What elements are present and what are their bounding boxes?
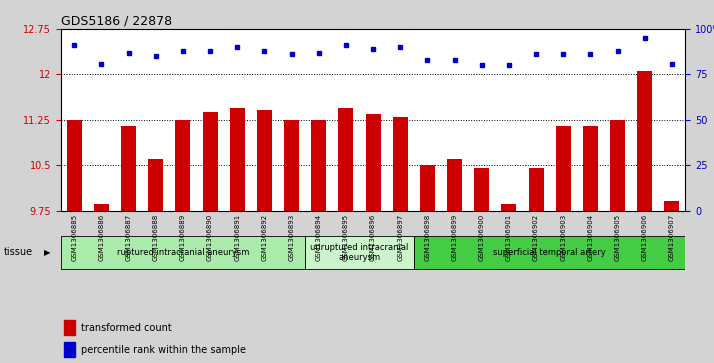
Text: GSM1306903: GSM1306903 xyxy=(560,214,566,261)
Text: GSM1306902: GSM1306902 xyxy=(533,214,539,261)
Bar xyxy=(501,204,516,363)
Text: GSM1306890: GSM1306890 xyxy=(207,214,213,261)
Bar xyxy=(338,108,353,363)
Text: superficial temporal artery: superficial temporal artery xyxy=(493,248,606,257)
Text: GSM1306893: GSM1306893 xyxy=(288,214,295,261)
Bar xyxy=(149,159,164,363)
Bar xyxy=(610,120,625,363)
Text: GSM1306891: GSM1306891 xyxy=(234,214,240,261)
Bar xyxy=(94,204,109,363)
Bar xyxy=(121,126,136,363)
Bar xyxy=(555,126,570,363)
Bar xyxy=(528,168,543,363)
Text: GSM1306896: GSM1306896 xyxy=(370,214,376,261)
Bar xyxy=(203,112,218,363)
Bar xyxy=(257,110,272,363)
Bar xyxy=(305,236,414,269)
Bar xyxy=(420,165,435,363)
Text: GDS5186 / 22878: GDS5186 / 22878 xyxy=(61,15,172,28)
Bar xyxy=(583,126,598,363)
Bar xyxy=(67,120,81,363)
Text: GSM1306892: GSM1306892 xyxy=(261,214,268,261)
Text: tissue: tissue xyxy=(4,247,33,257)
Bar xyxy=(393,117,408,363)
Bar xyxy=(61,236,305,269)
Bar xyxy=(64,320,75,335)
Text: GSM1306907: GSM1306907 xyxy=(669,214,675,261)
Text: GSM1306885: GSM1306885 xyxy=(71,214,77,261)
Bar xyxy=(665,201,679,363)
Text: GSM1306899: GSM1306899 xyxy=(451,214,458,261)
Text: ▶: ▶ xyxy=(44,248,51,257)
Text: GSM1306886: GSM1306886 xyxy=(99,214,104,261)
Bar xyxy=(176,120,191,363)
Text: GSM1306898: GSM1306898 xyxy=(424,214,431,261)
Text: GSM1306897: GSM1306897 xyxy=(397,214,403,261)
Text: GSM1306888: GSM1306888 xyxy=(153,214,159,261)
Text: GSM1306900: GSM1306900 xyxy=(478,214,485,261)
Text: unruptured intracranial
aneurysm: unruptured intracranial aneurysm xyxy=(311,242,408,262)
Bar xyxy=(64,342,75,357)
Bar xyxy=(366,114,381,363)
Text: percentile rank within the sample: percentile rank within the sample xyxy=(81,345,246,355)
Text: GSM1306895: GSM1306895 xyxy=(343,214,349,261)
Text: GSM1306905: GSM1306905 xyxy=(615,214,620,261)
Bar xyxy=(311,120,326,363)
Text: ruptured intracranial aneurysm: ruptured intracranial aneurysm xyxy=(116,248,249,257)
Bar xyxy=(637,72,652,363)
Bar xyxy=(230,108,245,363)
Text: GSM1306887: GSM1306887 xyxy=(126,214,131,261)
Bar xyxy=(414,236,685,269)
Text: transformed count: transformed count xyxy=(81,323,171,333)
Text: GSM1306889: GSM1306889 xyxy=(180,214,186,261)
Text: GSM1306894: GSM1306894 xyxy=(316,214,322,261)
Bar xyxy=(474,168,489,363)
Text: GSM1306904: GSM1306904 xyxy=(588,214,593,261)
Text: GSM1306901: GSM1306901 xyxy=(506,214,512,261)
Text: GSM1306906: GSM1306906 xyxy=(642,214,648,261)
Bar xyxy=(447,159,462,363)
Bar xyxy=(284,120,299,363)
